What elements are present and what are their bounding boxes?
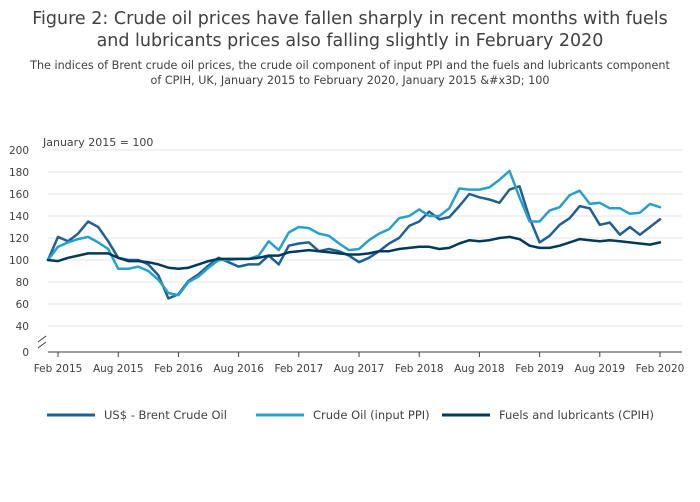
x-tick-label: Aug 2016 xyxy=(213,363,264,375)
y-tick-label-140: 140 xyxy=(9,211,29,223)
chart-title-line-1: Figure 2: Crude oil prices have fallen s… xyxy=(32,9,667,29)
x-tick-label: Feb 2016 xyxy=(154,363,203,375)
series-line-1 xyxy=(46,169,662,297)
legend-label-0: US$ - Brent Crude Oil xyxy=(104,408,227,422)
x-tick-label: Aug 2015 xyxy=(93,363,144,375)
series-lines xyxy=(46,169,662,300)
series-line-2 xyxy=(46,235,662,271)
y-tick-label-0: 0 xyxy=(22,347,29,359)
x-tick-label: Feb 2015 xyxy=(34,363,83,375)
x-tick-label: Aug 2018 xyxy=(454,363,505,375)
y-tick-label-100: 100 xyxy=(9,255,29,267)
y-tick-label-80: 80 xyxy=(16,277,29,289)
legend-label-2: Fuels and lubricants (CPIH) xyxy=(499,408,654,422)
y-tick-label-120: 120 xyxy=(9,233,29,245)
gridlines xyxy=(48,149,682,327)
axis-break-mark-upper xyxy=(37,335,47,343)
legend: US$ - Brent Crude Oil Crude Oil (input PP… xyxy=(47,408,654,422)
y-tick-label-60: 60 xyxy=(16,299,29,311)
x-tick-label: Aug 2017 xyxy=(334,363,385,375)
y-axis-label: January 2015 = 100 xyxy=(42,136,153,149)
chart-title-line-2: and lubricants prices also falling sligh… xyxy=(97,31,604,51)
axis-break-mark-lower xyxy=(37,341,47,349)
x-tick-label: Feb 2019 xyxy=(515,363,564,375)
x-tick-label: Aug 2019 xyxy=(575,363,626,375)
y-tick-label-160: 160 xyxy=(9,189,29,201)
x-axis: Feb 2015 Aug 2015 Feb 2016 Aug 2016 Feb 2017… xyxy=(34,335,685,375)
legend-label-1: Crude Oil (input PPI) xyxy=(313,408,430,422)
x-tick-label: Feb 2020 xyxy=(636,363,685,375)
y-tick-label-180: 180 xyxy=(9,167,29,179)
y-tick-label-40: 40 xyxy=(16,321,29,333)
y-axis-ticks: 0 40 60 80 100 120 140 160 180 200 xyxy=(9,145,29,359)
series-line-0 xyxy=(46,185,662,300)
x-tick-label: Feb 2017 xyxy=(274,363,323,375)
x-tick-label: Feb 2018 xyxy=(395,363,444,375)
chart-subtitle-line-1: The indices of Brent crude oil prices, t… xyxy=(29,59,670,72)
y-tick-label-200: 200 xyxy=(9,145,29,157)
chart-subtitle-line-2: of CPIH, UK, January 2015 to February 20… xyxy=(151,74,550,87)
